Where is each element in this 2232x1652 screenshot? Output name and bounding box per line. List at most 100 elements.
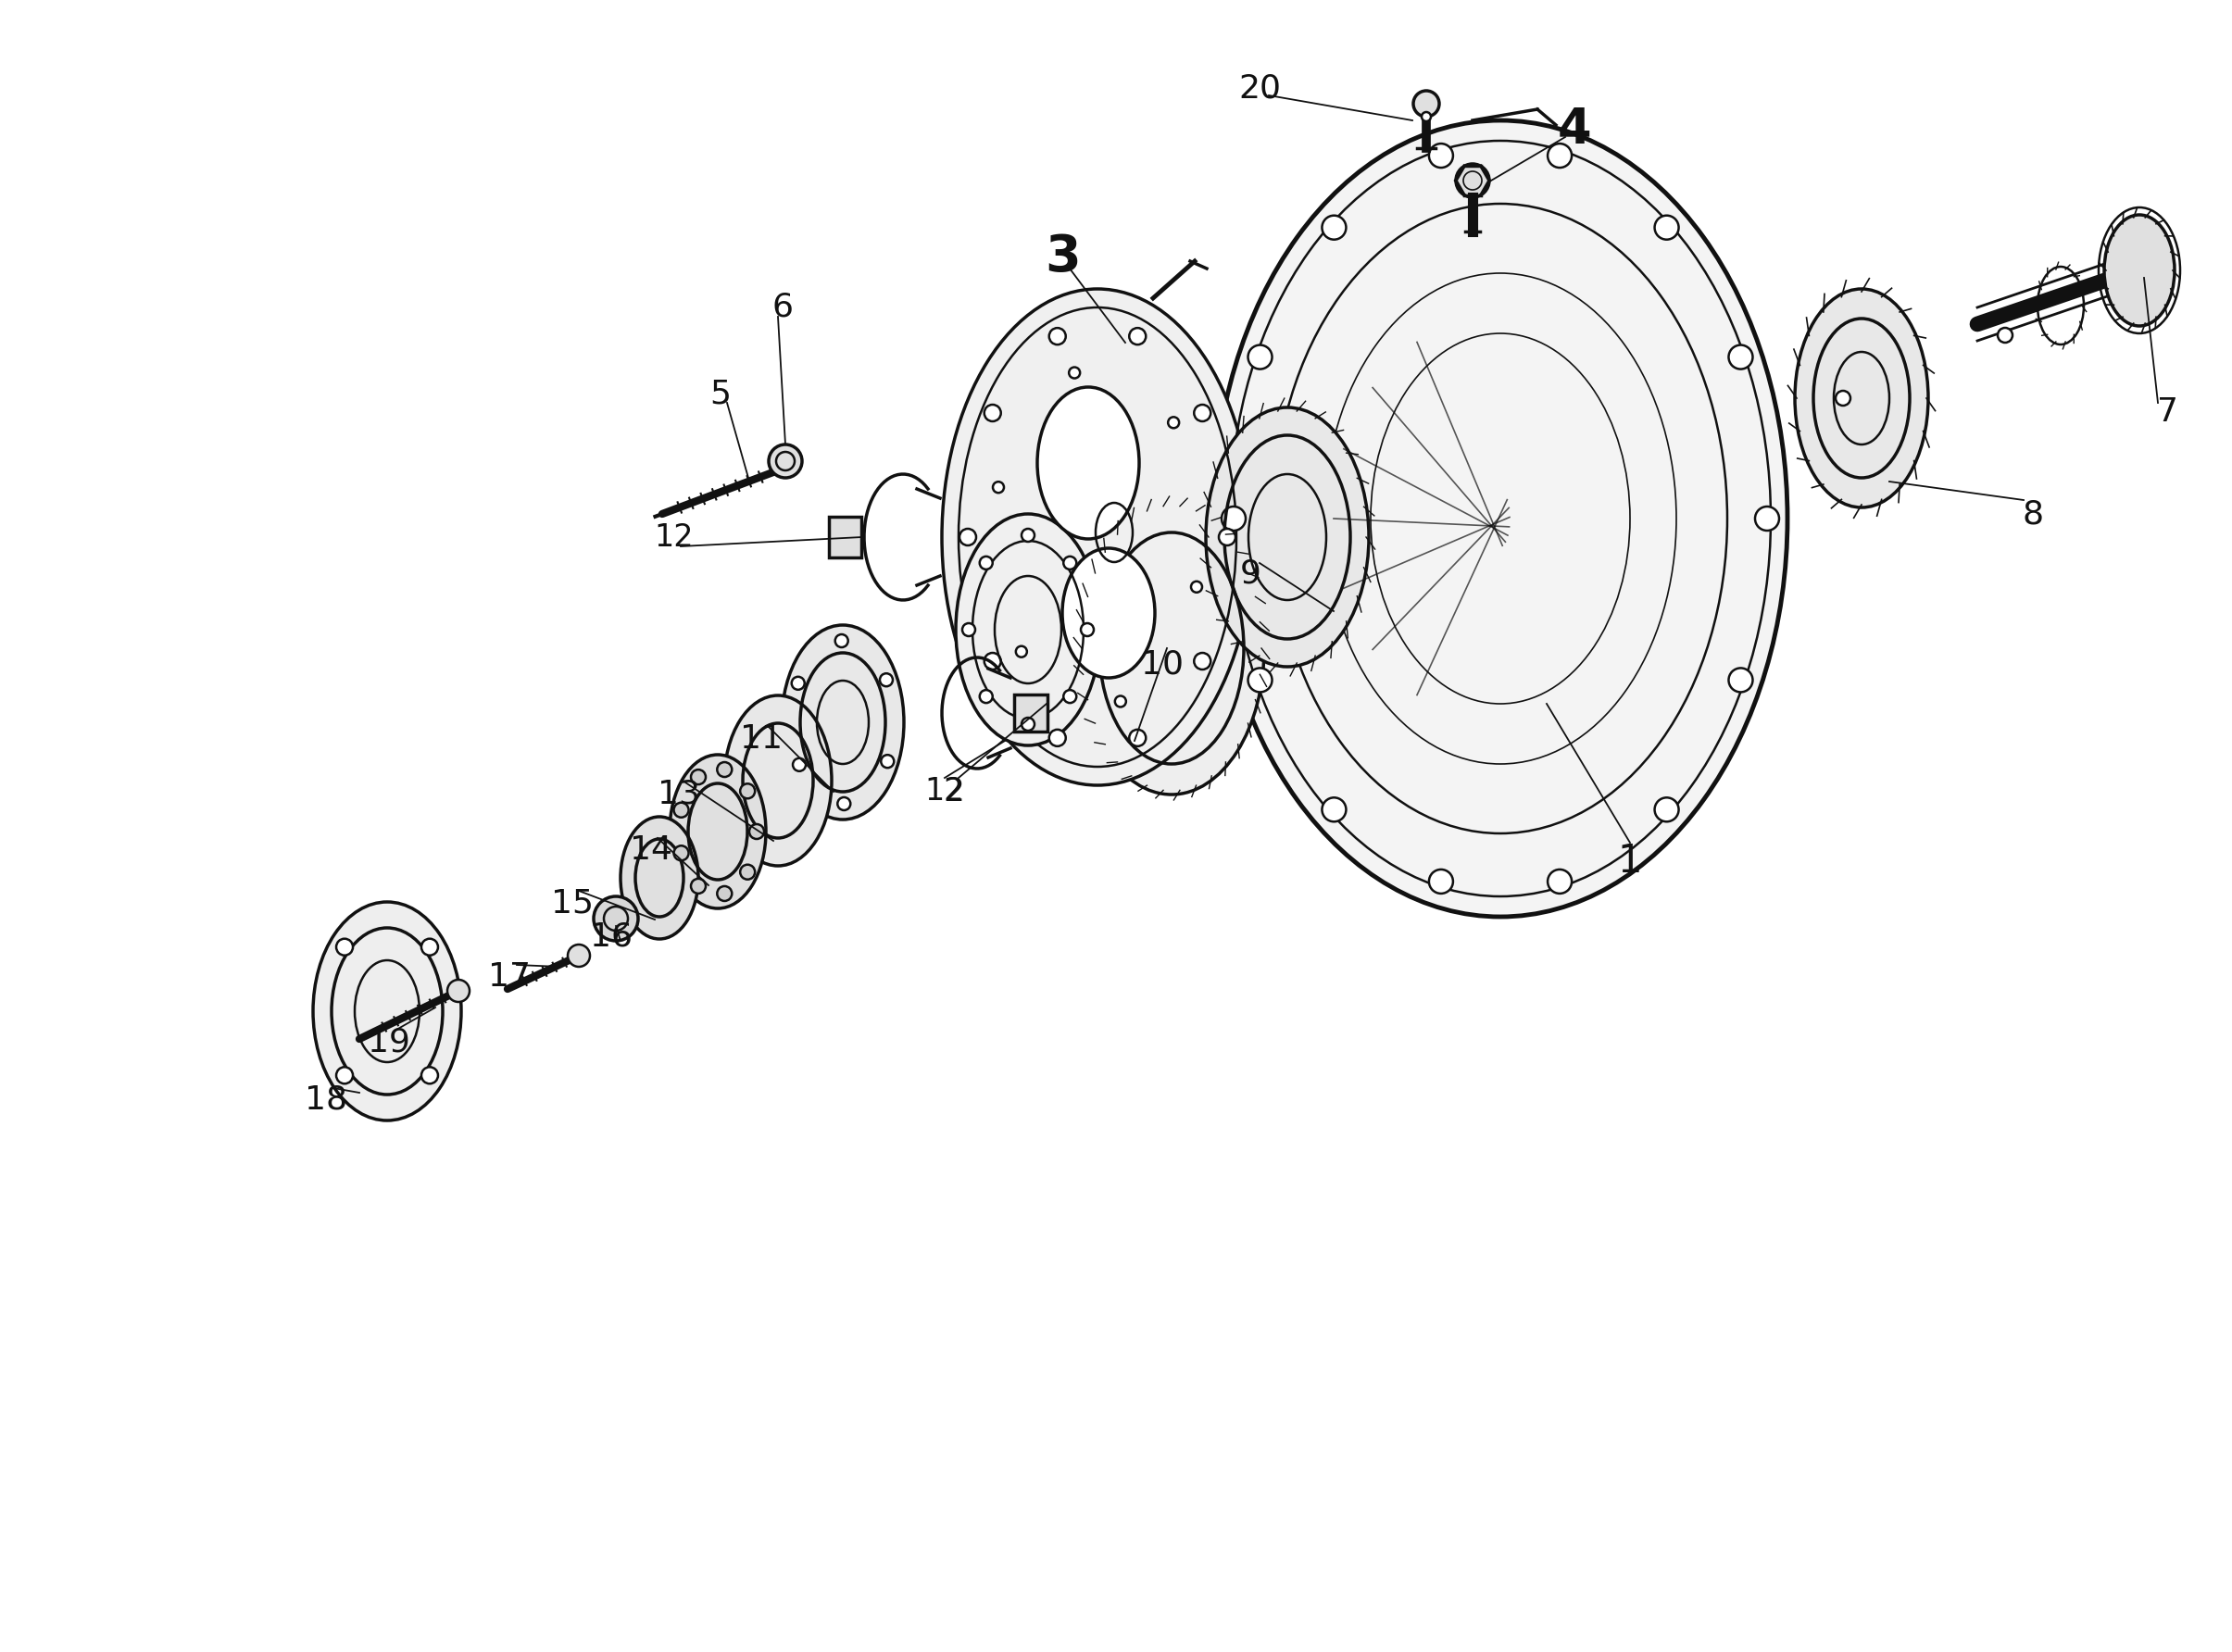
Text: 7: 7	[2156, 396, 2178, 428]
Ellipse shape	[1062, 548, 1154, 677]
Ellipse shape	[942, 289, 1252, 785]
Text: 16: 16	[589, 922, 632, 953]
Circle shape	[1219, 529, 1237, 545]
Circle shape	[1321, 215, 1346, 240]
Text: 6: 6	[772, 292, 792, 324]
Circle shape	[1129, 730, 1145, 747]
Circle shape	[1547, 144, 1571, 169]
Circle shape	[1248, 345, 1272, 368]
Circle shape	[567, 945, 589, 966]
Text: 19: 19	[368, 1026, 411, 1057]
Circle shape	[1248, 667, 1272, 692]
Text: 2: 2	[944, 776, 964, 808]
Circle shape	[962, 623, 975, 636]
Circle shape	[1413, 91, 1440, 117]
Circle shape	[882, 755, 895, 768]
Circle shape	[1049, 730, 1065, 747]
Ellipse shape	[1214, 121, 1788, 917]
Circle shape	[1422, 112, 1431, 121]
Ellipse shape	[670, 755, 766, 909]
Circle shape	[1221, 507, 1245, 530]
Circle shape	[1062, 557, 1076, 570]
Text: 3: 3	[1045, 233, 1080, 282]
Circle shape	[594, 897, 638, 942]
Circle shape	[1728, 345, 1752, 368]
Ellipse shape	[1795, 289, 1928, 507]
Circle shape	[1455, 164, 1489, 197]
Circle shape	[1022, 717, 1033, 730]
Circle shape	[980, 691, 993, 704]
Circle shape	[768, 444, 801, 477]
Circle shape	[716, 762, 732, 776]
Circle shape	[1022, 529, 1033, 542]
Text: 8: 8	[2022, 499, 2045, 530]
Circle shape	[750, 824, 763, 839]
Text: 10: 10	[1141, 649, 1183, 681]
Circle shape	[1654, 215, 1678, 240]
Circle shape	[960, 529, 975, 545]
Circle shape	[984, 653, 1000, 669]
Ellipse shape	[955, 514, 1100, 745]
Circle shape	[1069, 367, 1080, 378]
Ellipse shape	[2105, 215, 2174, 325]
Circle shape	[692, 879, 705, 894]
Text: 5: 5	[710, 378, 732, 410]
Circle shape	[741, 783, 754, 798]
Circle shape	[792, 758, 806, 771]
Circle shape	[1194, 653, 1210, 669]
Circle shape	[993, 482, 1004, 492]
Circle shape	[1016, 646, 1027, 657]
Circle shape	[337, 938, 353, 955]
Circle shape	[1194, 405, 1210, 421]
Text: 14: 14	[629, 834, 672, 866]
Circle shape	[1080, 623, 1094, 636]
Ellipse shape	[1038, 387, 1138, 539]
Circle shape	[1654, 798, 1678, 821]
Circle shape	[674, 846, 690, 861]
Circle shape	[674, 803, 690, 818]
Circle shape	[1754, 507, 1779, 530]
Circle shape	[1428, 869, 1453, 894]
Text: 12: 12	[654, 522, 694, 552]
Text: 4: 4	[1558, 106, 1591, 154]
Circle shape	[1116, 695, 1125, 707]
Ellipse shape	[1205, 408, 1368, 667]
Circle shape	[1428, 144, 1453, 169]
Text: 13: 13	[658, 778, 701, 809]
Circle shape	[337, 1067, 353, 1084]
Circle shape	[1167, 416, 1178, 428]
Circle shape	[980, 557, 993, 570]
Circle shape	[1129, 329, 1145, 345]
Text: 15: 15	[551, 887, 594, 919]
Text: 12: 12	[924, 776, 964, 808]
Ellipse shape	[620, 816, 699, 938]
Ellipse shape	[723, 695, 833, 866]
Circle shape	[741, 864, 754, 879]
Text: 1: 1	[1618, 843, 1643, 881]
Circle shape	[1728, 667, 1752, 692]
Circle shape	[1321, 798, 1346, 821]
Circle shape	[792, 677, 804, 689]
Text: 11: 11	[741, 724, 783, 755]
Ellipse shape	[781, 624, 904, 819]
Circle shape	[692, 770, 705, 785]
Text: 18: 18	[304, 1084, 348, 1115]
Circle shape	[1835, 392, 1850, 406]
Circle shape	[835, 634, 848, 648]
Circle shape	[1192, 582, 1203, 593]
Circle shape	[716, 885, 732, 900]
Circle shape	[837, 798, 850, 809]
Ellipse shape	[312, 902, 462, 1120]
Circle shape	[446, 980, 469, 1003]
Text: 9: 9	[1239, 558, 1261, 590]
Circle shape	[984, 405, 1000, 421]
Circle shape	[1547, 869, 1571, 894]
Circle shape	[1049, 329, 1065, 345]
Bar	[828, 517, 862, 557]
Circle shape	[422, 1067, 437, 1084]
Text: 17: 17	[489, 961, 531, 993]
Circle shape	[879, 674, 893, 686]
Circle shape	[422, 938, 437, 955]
Circle shape	[1998, 327, 2013, 342]
Text: 20: 20	[1239, 73, 1281, 104]
